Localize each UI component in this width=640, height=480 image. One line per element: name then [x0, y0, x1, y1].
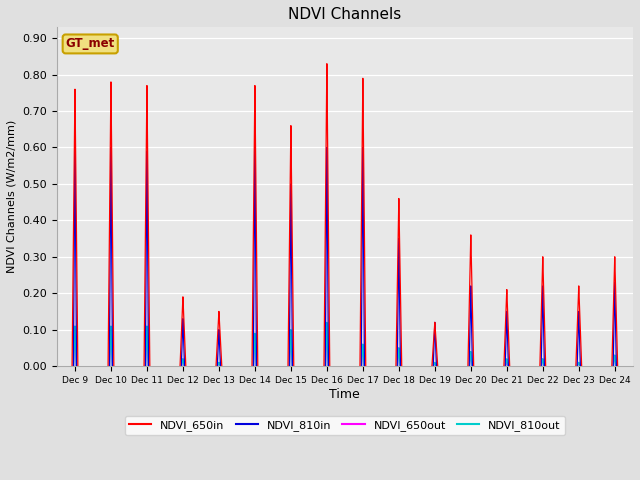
Text: GT_met: GT_met	[66, 37, 115, 50]
Title: NDVI Channels: NDVI Channels	[288, 7, 401, 22]
Legend: NDVI_650in, NDVI_810in, NDVI_650out, NDVI_810out: NDVI_650in, NDVI_810in, NDVI_650out, NDV…	[125, 416, 565, 435]
X-axis label: Time: Time	[330, 387, 360, 400]
Y-axis label: NDVI Channels (W/m2/mm): NDVI Channels (W/m2/mm)	[7, 120, 17, 273]
